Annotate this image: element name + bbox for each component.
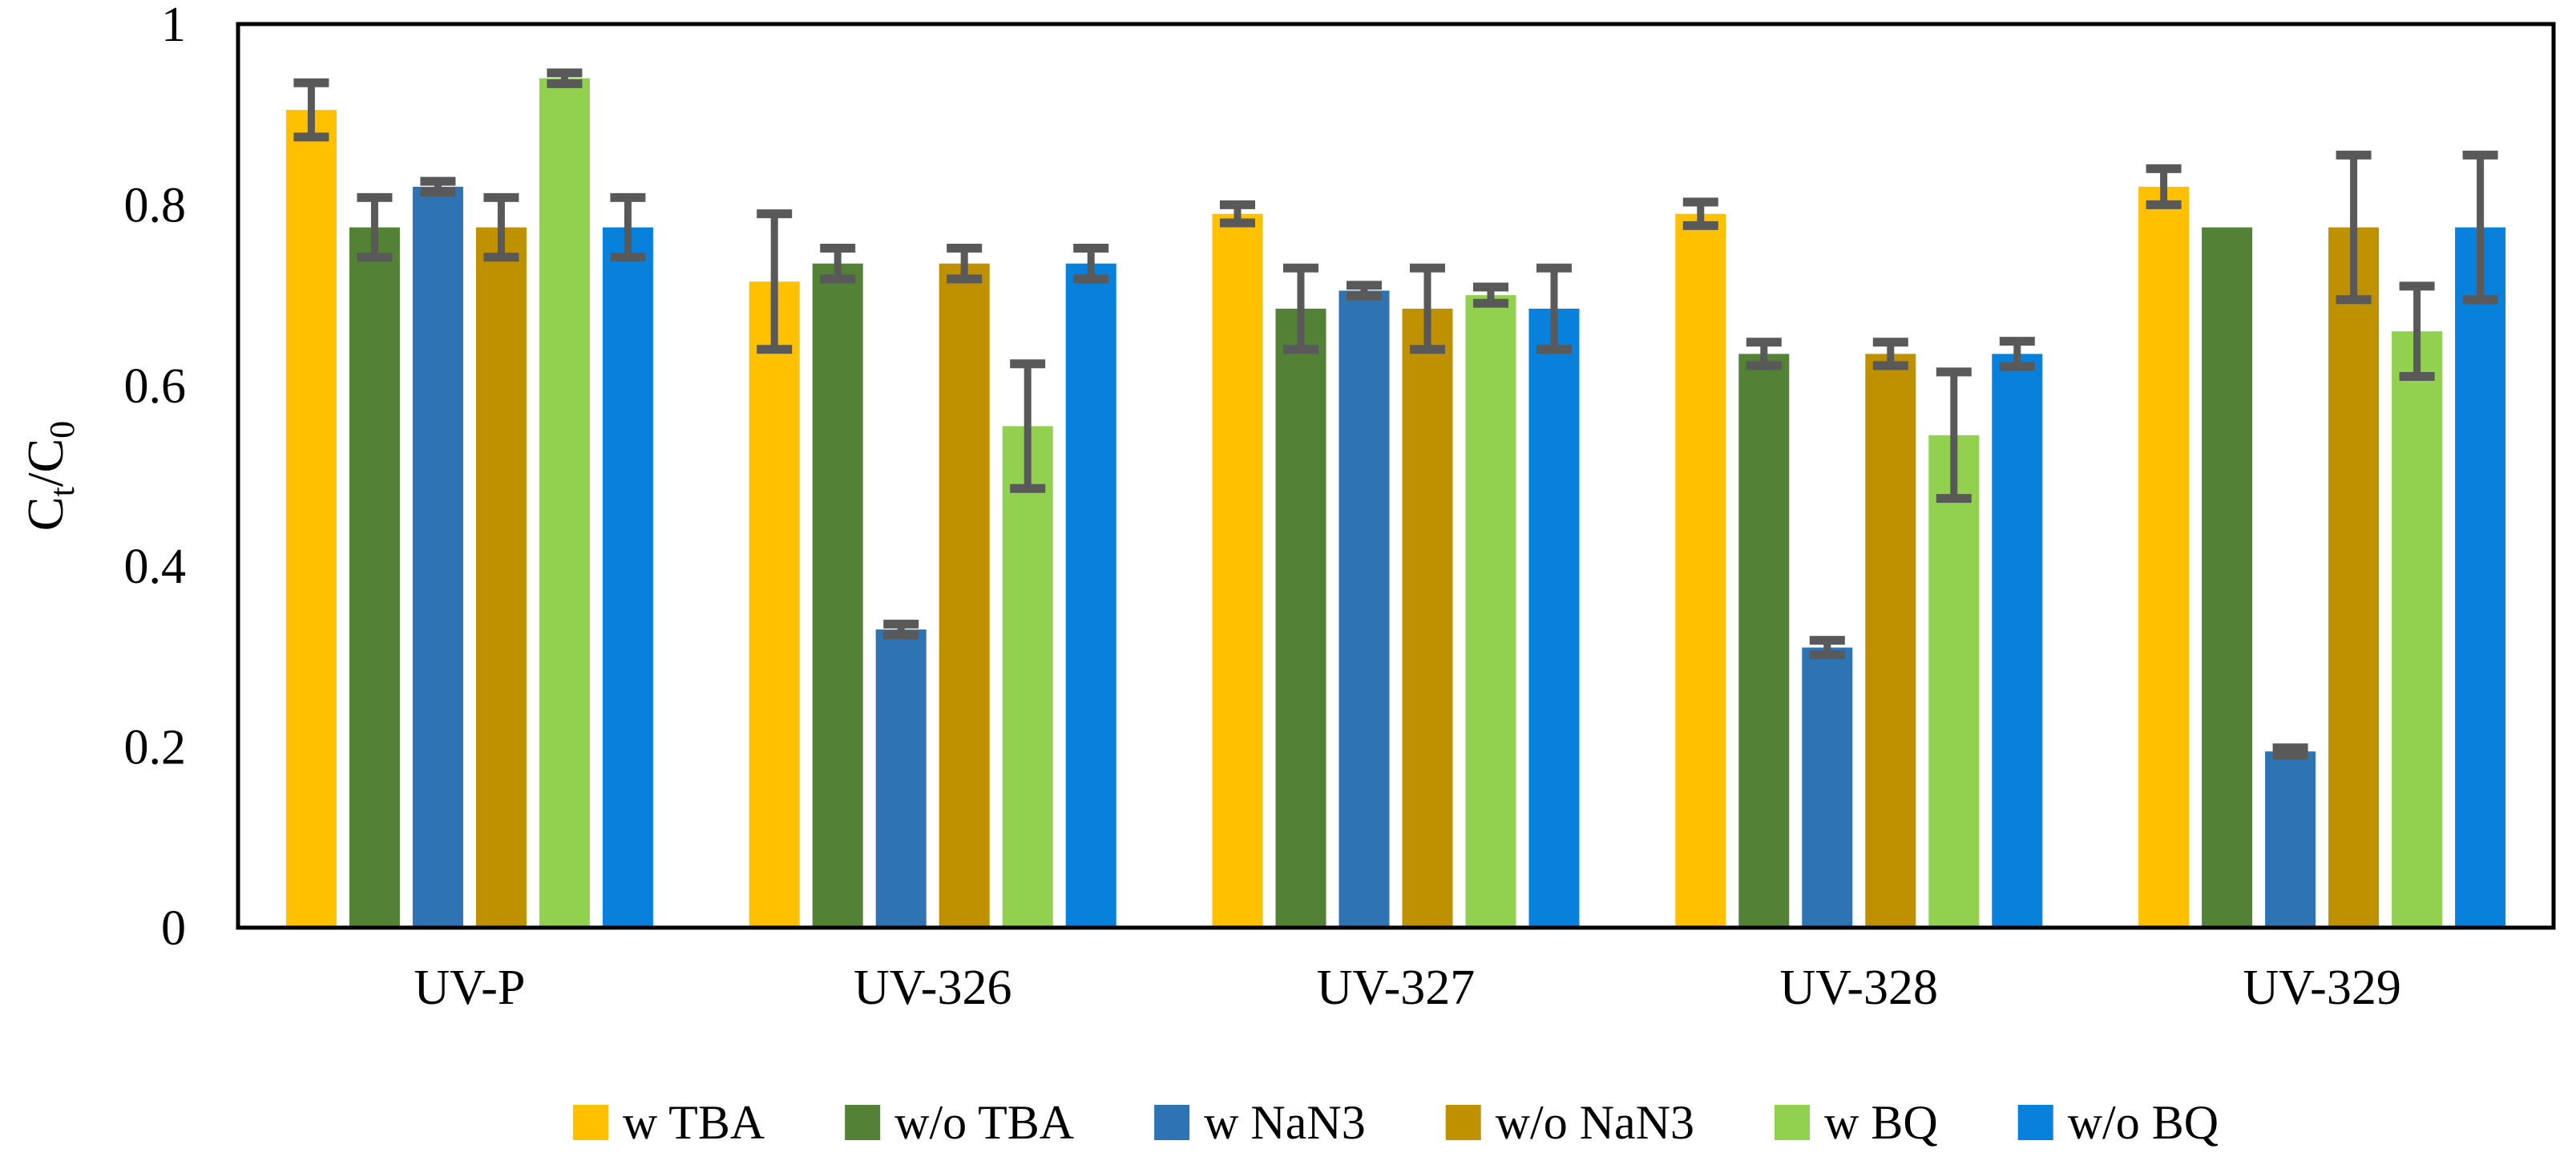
bar-w-tba-uv-329 xyxy=(2138,186,2190,928)
legend-label: w BQ xyxy=(1824,1096,1938,1149)
y-axis-ticks: 1 0.8 0.6 0.4 0.2 0 xyxy=(124,0,187,956)
bar-w-o-nan3-uv-329 xyxy=(2328,227,2380,928)
bar-w-o-tba-uv-326 xyxy=(812,263,863,928)
y-axis-title-text: /C xyxy=(17,439,74,487)
legend-label: w TBA xyxy=(623,1096,765,1149)
bar-w-tba-uv-p xyxy=(285,110,337,928)
x-category-label: UV-P xyxy=(414,961,525,1015)
bar-w-o-nan3-uv-328 xyxy=(1865,354,1916,928)
legend-label: w/o TBA xyxy=(894,1096,1074,1149)
bar-w-nan3-uv-p xyxy=(412,186,463,928)
y-axis-title-subscript: 0 xyxy=(42,421,82,439)
legend-swatch xyxy=(845,1105,881,1140)
legend-swatch xyxy=(572,1105,608,1140)
bar-w-o-bq-uv-329 xyxy=(2455,227,2506,928)
bar-w-o-tba-uv-327 xyxy=(1275,309,1326,928)
x-category-label: UV-328 xyxy=(1780,961,1939,1015)
bar-w-o-tba-uv-329 xyxy=(2202,227,2253,928)
legend-item: w NaN3 xyxy=(1154,1096,1366,1149)
bar-w-o-nan3-uv-326 xyxy=(939,263,990,928)
y-tick-label: 0.8 xyxy=(124,178,187,233)
bar-w-nan3-uv-326 xyxy=(875,629,927,928)
bar-w-nan3-uv-329 xyxy=(2265,751,2316,928)
bar-w-bq-uv-326 xyxy=(1002,426,1053,928)
legend-swatch xyxy=(1445,1105,1481,1140)
legend-label: w NaN3 xyxy=(1204,1096,1366,1149)
y-tick-label: 1 xyxy=(161,0,186,52)
legend-item: w BQ xyxy=(1775,1096,1938,1149)
plot-frame xyxy=(236,22,2556,930)
bar-w-o-bq-uv-327 xyxy=(1528,309,1580,928)
bar-w-tba-uv-328 xyxy=(1675,213,1726,928)
x-category-label: UV-329 xyxy=(2243,961,2401,1015)
bar-w-bq-uv-329 xyxy=(2392,331,2443,928)
bar-w-tba-uv-327 xyxy=(1212,213,1263,928)
bar-w-tba-uv-326 xyxy=(749,281,800,928)
legend-label: w/o BQ xyxy=(2068,1096,2219,1149)
legend-item: w/o NaN3 xyxy=(1445,1096,1694,1149)
y-tick-label: 0.4 xyxy=(124,540,187,594)
bar-w-o-bq-uv-p xyxy=(602,227,653,928)
bar-w-o-nan3-uv-327 xyxy=(1402,309,1453,928)
legend-swatch xyxy=(2017,1105,2053,1140)
bar-w-nan3-uv-328 xyxy=(1802,647,1853,928)
legend-swatch xyxy=(1154,1105,1190,1140)
bar-w-o-tba-uv-328 xyxy=(1738,354,1790,928)
legend-item: w/o TBA xyxy=(845,1096,1074,1149)
y-tick-label: 0.2 xyxy=(124,721,187,775)
y-tick-label: 0 xyxy=(161,901,186,956)
bar-w-o-tba-uv-p xyxy=(349,227,400,928)
bars-layer xyxy=(285,78,2506,928)
bar-w-nan3-uv-327 xyxy=(1338,290,1390,928)
bar-w-bq-uv-p xyxy=(539,78,590,928)
x-category-label: UV-327 xyxy=(1317,961,1476,1015)
y-tick-label: 0.6 xyxy=(124,359,187,414)
y-axis-title-subscript: t xyxy=(42,487,82,496)
bar-w-bq-uv-328 xyxy=(1928,435,1980,928)
bar-w-o-bq-uv-328 xyxy=(1992,354,2043,928)
legend-label: w/o NaN3 xyxy=(1496,1096,1694,1149)
legend-item: w/o BQ xyxy=(2017,1096,2219,1149)
error-bars-layer xyxy=(293,68,2498,760)
legend: w TBA w/o TBA w NaN3 w/o NaN3 w BQ w/o BQ xyxy=(572,1096,2219,1149)
y-axis-title: Ct​/C0​ xyxy=(17,421,82,531)
y-axis-title-text: C xyxy=(17,497,74,532)
x-category-label: UV-326 xyxy=(854,961,1012,1015)
x-axis-labels: UV-P UV-326 UV-327 UV-328 UV-329 xyxy=(414,961,2400,1015)
bar-w-o-nan3-uv-p xyxy=(475,227,527,928)
legend-swatch xyxy=(1775,1105,1811,1140)
bar-w-o-bq-uv-326 xyxy=(1065,263,1116,928)
legend-item: w TBA xyxy=(572,1096,765,1149)
bar-w-bq-uv-327 xyxy=(1465,295,1516,928)
